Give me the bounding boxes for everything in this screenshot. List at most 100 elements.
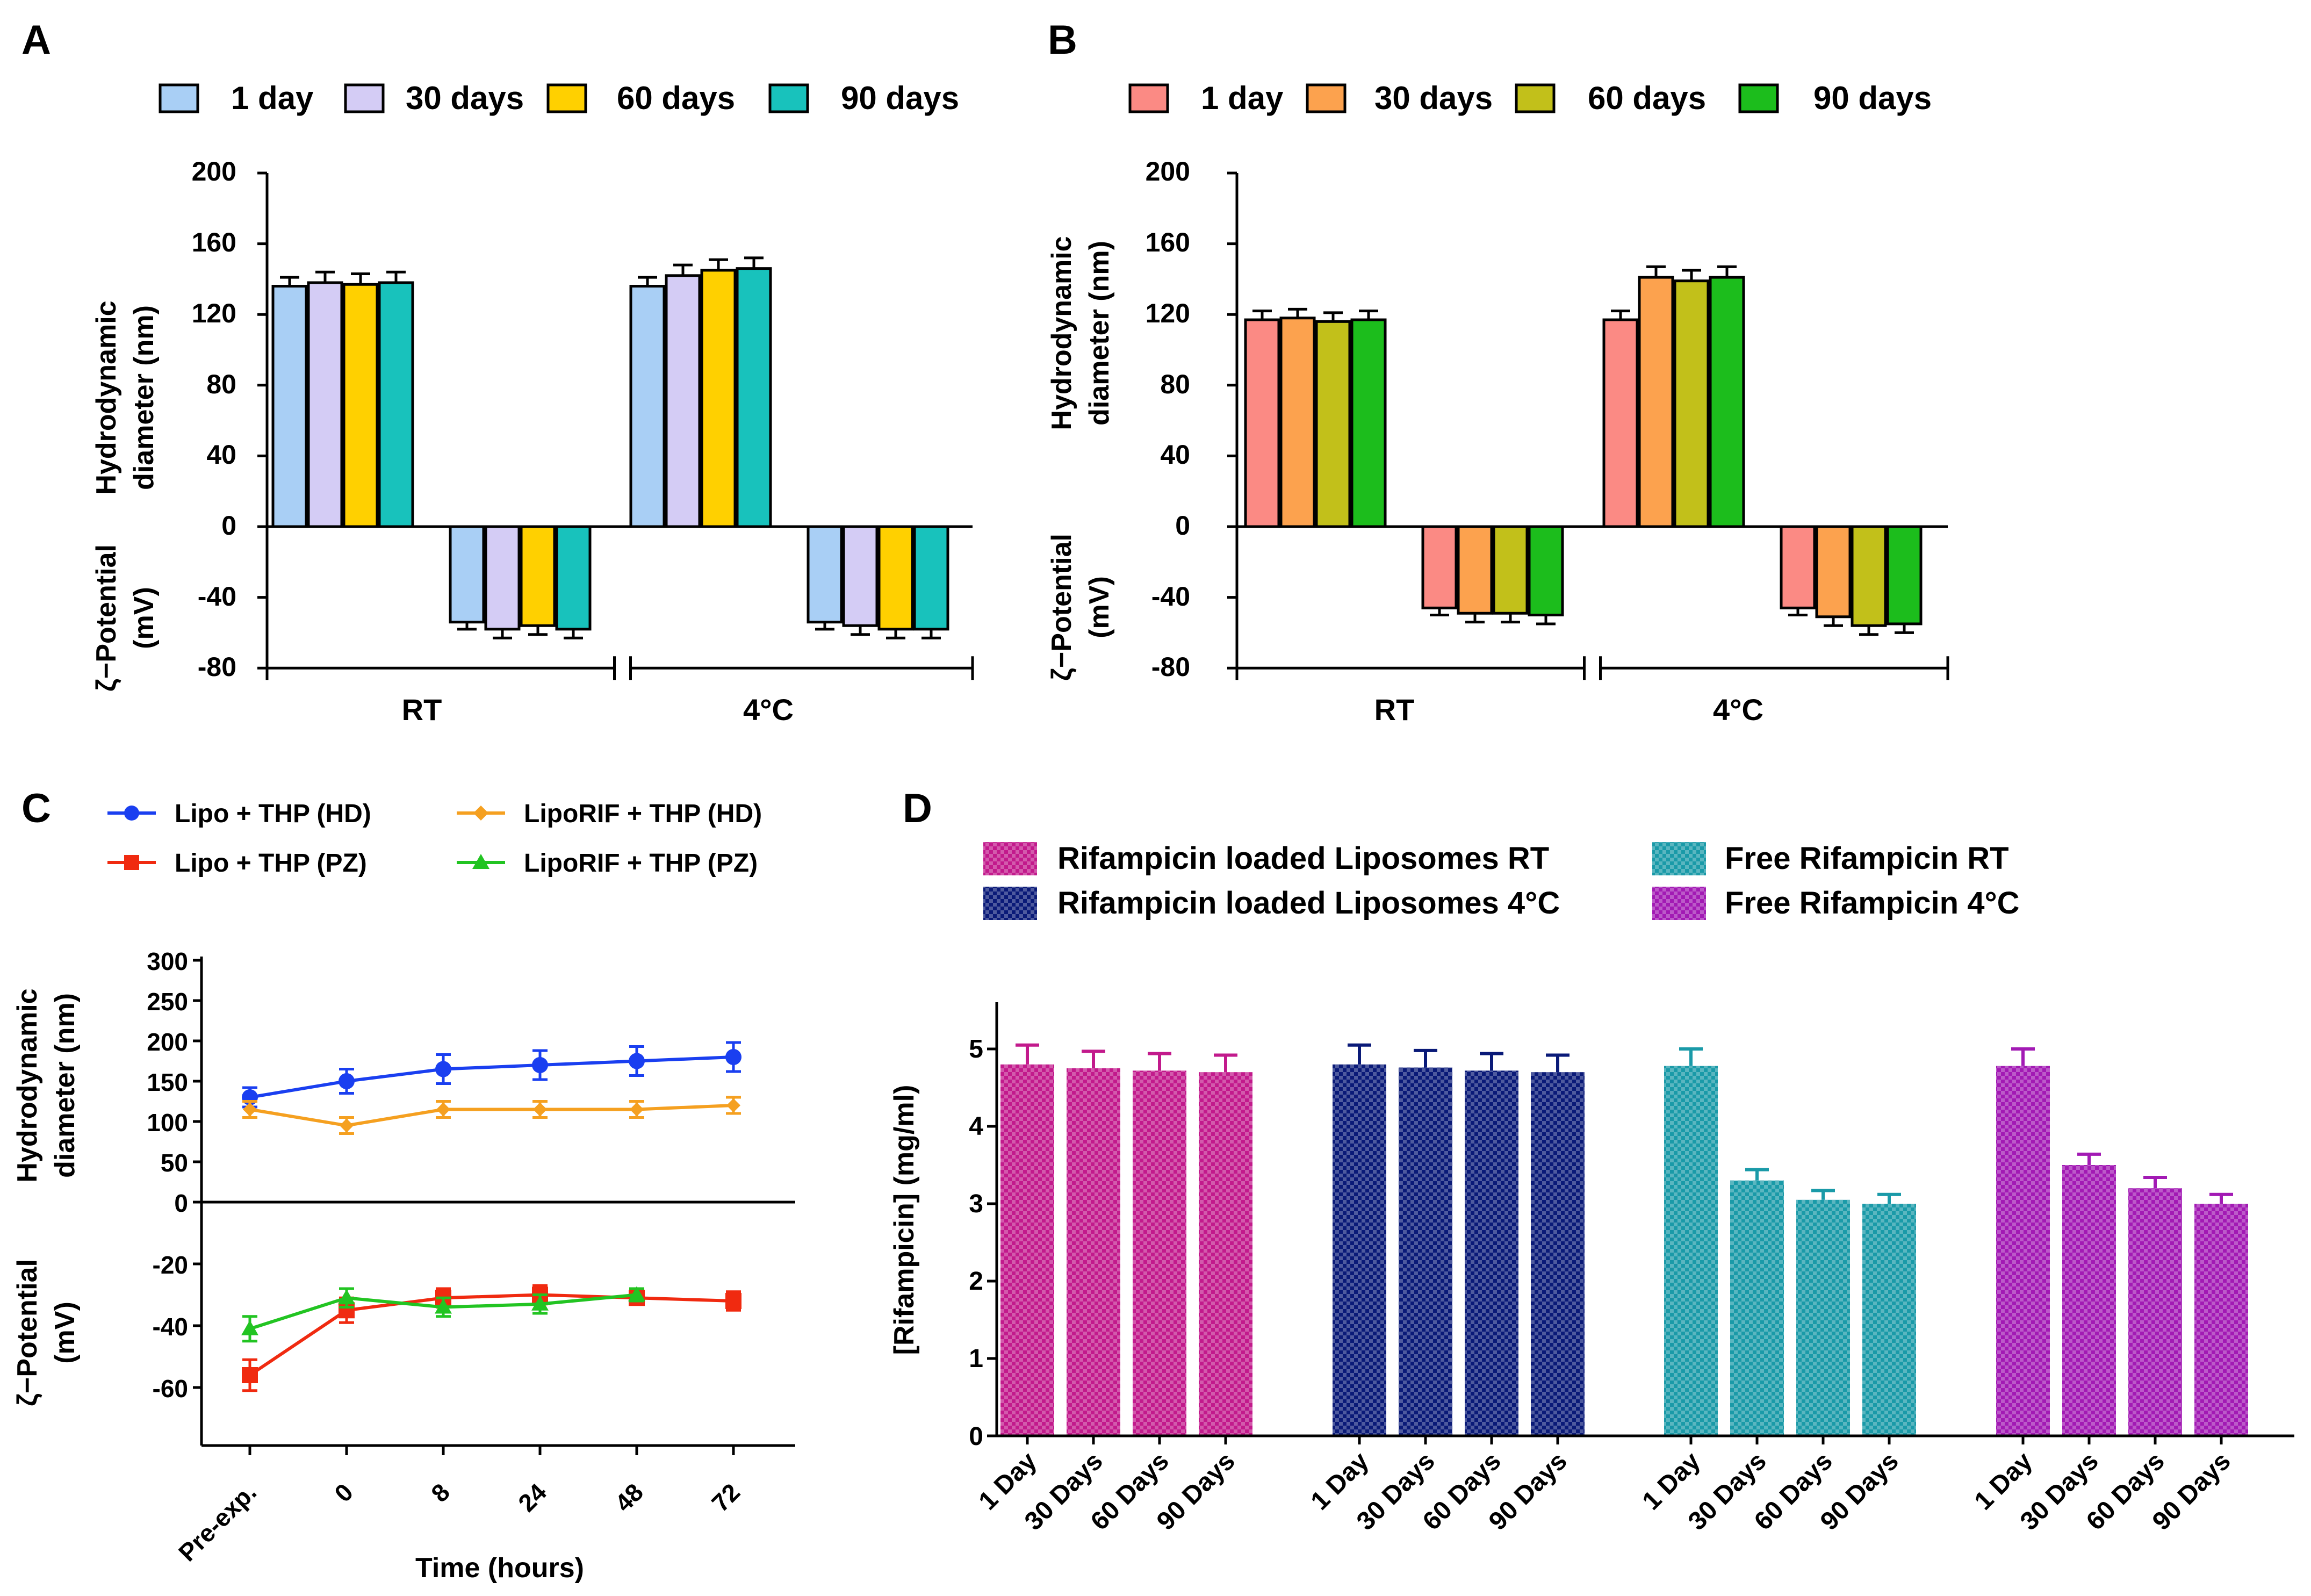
y-tick-b-1: 160 <box>1146 227 1190 257</box>
errbar-a-hd-g1-0 <box>638 276 657 286</box>
legend-d-label-1: Rifampicin loaded Liposomes RT <box>1057 841 1549 876</box>
panel-d-chart: Rifampicin loaded Liposomes RT Rifampici… <box>889 841 2294 1536</box>
legend-b-swatch-1 <box>1128 83 1169 113</box>
errbar-b-zp-g1-0 <box>1788 608 1808 616</box>
y-title-b-bottom-1: ζ−Potential <box>1046 534 1077 681</box>
errbar-a-zp-g1-2 <box>886 629 905 639</box>
bar-d-pattern-0-0 <box>1000 1064 1054 1436</box>
errbar-b-hd-g1-1 <box>1646 265 1666 278</box>
bar-a-zp-g0-1 <box>484 525 521 631</box>
y-tick-c-m60: -60 <box>153 1375 188 1403</box>
bars-a <box>271 256 949 639</box>
errbar-d-1-0 <box>1348 1043 1371 1065</box>
legend-b-label-1: 1 day <box>1201 80 1284 116</box>
series-line-c-2 <box>249 1293 734 1377</box>
legend-c-item-1: Lipo + THP (HD) <box>107 800 371 828</box>
bar-b-zp-g1-2 <box>1851 525 1887 627</box>
point-c-0-1 <box>339 1073 355 1089</box>
bar-a-zp-g0-2 <box>520 525 556 627</box>
legend-b-label-3: 60 days <box>1588 80 1706 116</box>
errbar-d-0-3 <box>1214 1053 1237 1073</box>
bar-b-zp-g0-3 <box>1528 525 1564 616</box>
legend-b-swatch-3 <box>1515 83 1556 113</box>
x-tick-c-0: Pre-exp. <box>173 1478 262 1566</box>
bar-d-pattern-3-3 <box>2194 1204 2248 1436</box>
y-tick-d-2: 2 <box>969 1267 983 1296</box>
y-tick-d-3: 3 <box>969 1190 983 1218</box>
errbar-d-0-2 <box>1148 1052 1171 1071</box>
legend-a-label-1: 1 day <box>231 80 314 116</box>
errbar-b-hd-g0-1 <box>1288 307 1307 318</box>
y-title-c-bottom-2: (mV) <box>49 1302 81 1364</box>
errbar-a-zp-g0-3 <box>564 629 583 639</box>
bar-a-hd-g0-0 <box>271 285 308 528</box>
bar-b-hd-g1-1 <box>1638 276 1674 528</box>
legend-a-swatch-1 <box>159 83 199 113</box>
axes-b <box>1227 171 1949 680</box>
axes-d <box>987 1002 2294 1444</box>
group-label-b-rt: RT <box>1374 693 1415 727</box>
legend-b: 1 day 30 days 60 days 90 days <box>1128 80 1932 116</box>
errbar-b-hd-g0-3 <box>1359 310 1378 320</box>
legend-c-label-4: LipoRIF + THP (PZ) <box>524 849 758 878</box>
legend-d-label-4: Free Rifampicin 4°C <box>1725 886 2020 921</box>
x-tick-c-1: 0 <box>329 1478 358 1507</box>
bar-a-zp-g1-0 <box>807 525 843 624</box>
errbar-b-hd-g0-2 <box>1323 311 1343 322</box>
errbar-a-hd-g1-3 <box>744 256 764 269</box>
bar-b-zp-g1-0 <box>1780 525 1816 609</box>
legend-d: Rifampicin loaded Liposomes RT Rifampici… <box>983 841 2020 921</box>
axes-a <box>257 171 974 680</box>
y-tick-b-5: 0 <box>1175 511 1190 541</box>
bar-b-hd-g1-2 <box>1673 279 1710 528</box>
bar-d-pattern-2-3 <box>1862 1204 1916 1436</box>
legend-a: 1 day 30 days 60 days 90 days <box>159 80 959 116</box>
series-c <box>241 1041 741 1392</box>
bar-d-pattern-1-3 <box>1531 1072 1585 1436</box>
bar-b-zp-g0-0 <box>1421 525 1458 609</box>
errbar-d-0-1 <box>1082 1049 1105 1068</box>
y-title-c-top-2: diameter (nm) <box>49 993 81 1178</box>
bar-b-hd-g0-1 <box>1279 317 1316 528</box>
errbar-a-hd-g0-0 <box>280 276 299 286</box>
bar-d-pattern-3-1 <box>2062 1165 2116 1436</box>
point-c-2-0 <box>242 1367 258 1383</box>
legend-c-label-1: Lipo + THP (HD) <box>175 800 371 828</box>
errbar-b-hd-g1-2 <box>1682 269 1701 281</box>
y-title-d: [Rifampicin] (mg/ml) <box>889 1085 920 1355</box>
legend-d-swatch-pattern-1 <box>983 842 1037 875</box>
point-c-3-3 <box>531 1295 549 1311</box>
errbar-b-zp-g1-3 <box>1895 623 1914 634</box>
legend-a-swatch-4 <box>768 83 809 113</box>
series-line-c-0 <box>249 1055 734 1099</box>
errbar-d-2-2 <box>1811 1189 1835 1200</box>
y-tick-c-100: 100 <box>147 1109 188 1137</box>
point-c-1-1 <box>340 1118 354 1133</box>
errbar-a-zp-g1-1 <box>851 626 870 636</box>
y-title-b-top-2: diameter (nm) <box>1084 241 1115 426</box>
point-c-2-5 <box>725 1293 741 1309</box>
point-c-1-5 <box>726 1098 740 1112</box>
x-title-c: Time (hours) <box>415 1552 584 1584</box>
y-ticks-a: 200 160 120 80 40 0 -40 -80 <box>192 156 236 682</box>
y-tick-d-4: 4 <box>969 1112 983 1141</box>
bar-a-hd-g0-1 <box>307 281 343 528</box>
bar-d-pattern-2-1 <box>1730 1180 1784 1436</box>
legend-c-item-2: Lipo + THP (PZ) <box>107 849 367 878</box>
y-tick-c-0: 0 <box>174 1189 188 1217</box>
errbar-a-zp-g1-3 <box>921 629 941 639</box>
y-title-c-top-1: Hydrodynamic <box>12 988 43 1182</box>
x-tick-c-4: 48 <box>609 1478 649 1517</box>
y-tick-b-4: 40 <box>1160 440 1190 470</box>
axes-c <box>193 957 795 1455</box>
panel-letter-c: C <box>21 786 51 831</box>
errbar-d-2-1 <box>1745 1168 1769 1181</box>
bar-b-hd-g1-3 <box>1709 276 1745 528</box>
point-c-1-4 <box>630 1102 644 1117</box>
bar-a-zp-g1-3 <box>913 525 949 631</box>
panel-c-chart: Lipo + THP (HD) Lipo + THP (PZ) LipoRIF … <box>12 800 795 1584</box>
errbar-d-0-0 <box>1016 1043 1039 1065</box>
legend-c: Lipo + THP (HD) Lipo + THP (PZ) LipoRIF … <box>107 800 762 878</box>
y-ticks-b: 200 160 120 80 40 0 -40 -80 <box>1146 156 1190 682</box>
errbar-a-zp-g0-1 <box>493 629 512 639</box>
